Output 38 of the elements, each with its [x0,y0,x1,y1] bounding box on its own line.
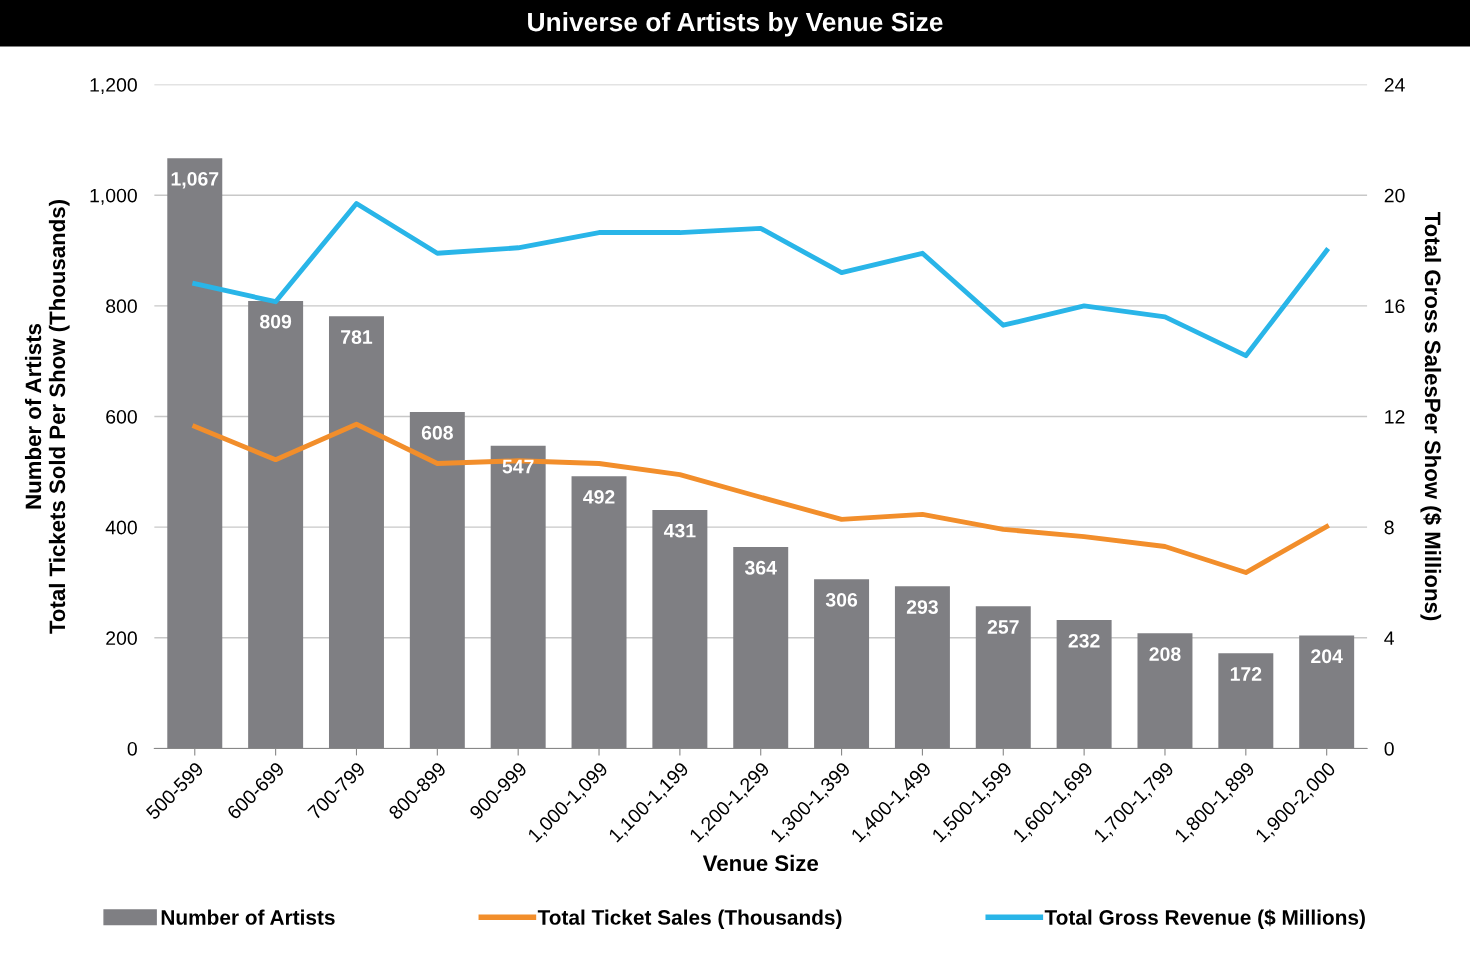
legend-label: Number of Artists [161,909,335,925]
y2-tick-label: 24 [1384,78,1405,92]
y-tick-label: 1,000 [90,188,137,205]
data-label: 608 [421,425,453,440]
data-label: 306 [825,592,858,607]
data-label: 364 [744,560,777,575]
data-label: 547 [502,459,534,474]
y2-tick-label: 20 [1384,188,1405,203]
y2-tick-label: 4 [1384,631,1395,645]
y-tick-label: 400 [105,520,137,535]
data-label: 781 [341,330,373,344]
y-tick-label: 800 [106,299,137,314]
data-label: 293 [906,600,938,614]
legend-label: Total Gross Revenue ($ Millions) [1044,909,1365,929]
data-label: 232 [1068,633,1100,648]
y-tick-label: 600 [106,409,137,424]
data-label: 204 [1311,649,1343,664]
y2-tick-label: 0 [1384,741,1394,756]
x-axis-title: Venue Size [702,854,819,872]
y-tick-label: 1,200 [90,78,137,95]
line-series [192,201,1330,359]
y2-tick-label: 16 [1385,299,1405,314]
y-axis-title: Number of Artists Total Tickets Sold Per Show (Thousands) [24,200,70,634]
data-label: 492 [583,490,615,504]
data-label: 257 [987,620,1019,634]
legend-label: Total Ticket Sales (Thousands) [537,909,842,929]
data-label: 431 [663,523,696,538]
y2-axis-title: Total Gross SalesPer Show ($ Millions) [1420,211,1442,621]
y2-tick-label: 12 [1385,409,1405,424]
data-label: 1,067 [171,171,219,189]
y2-tick-label: 8 [1384,520,1394,535]
line-series [192,421,1330,575]
chart-title: Universe of Artists by Venue Size [528,12,943,37]
data-label: 172 [1230,667,1262,681]
data-label: 809 [260,314,292,329]
y-tick-label: 0 [127,741,137,756]
y-tick-label: 200 [106,631,137,646]
data-label: 208 [1149,647,1181,661]
